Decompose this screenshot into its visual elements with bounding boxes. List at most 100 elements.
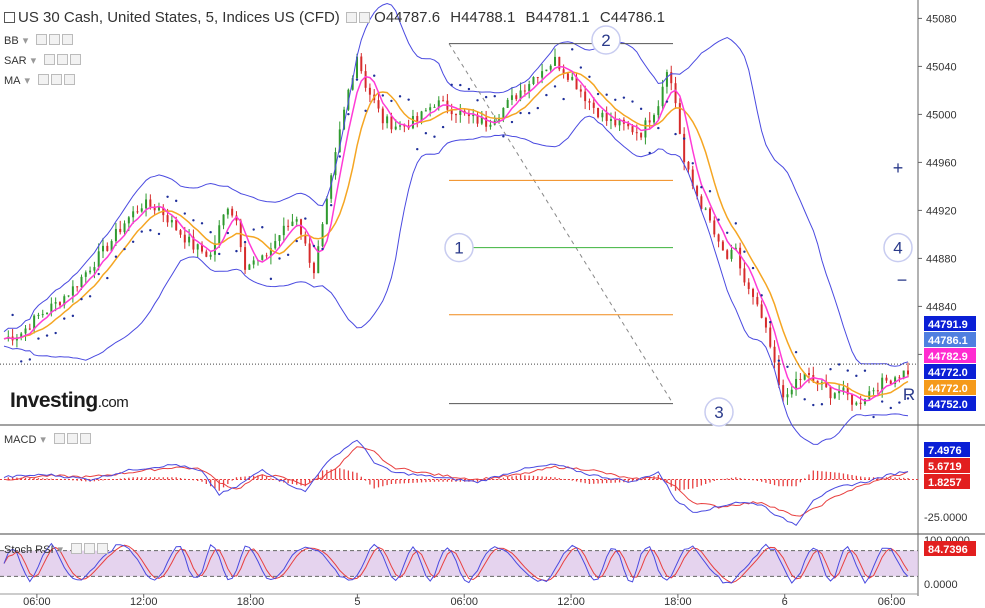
candle-body xyxy=(28,328,31,330)
candle-body xyxy=(605,112,608,121)
candle-body xyxy=(592,102,595,108)
candle-body xyxy=(782,385,785,398)
eye-icon[interactable] xyxy=(53,433,65,444)
candle-body xyxy=(726,250,729,259)
sar-dot xyxy=(596,92,600,96)
sar-dot xyxy=(200,222,204,225)
gear-icon[interactable] xyxy=(51,74,63,85)
candle-body xyxy=(360,56,363,72)
candle-body xyxy=(609,119,612,121)
candle-body xyxy=(411,116,414,129)
candle-body xyxy=(355,56,358,79)
sar-dot xyxy=(717,218,720,221)
gear-icon[interactable] xyxy=(358,12,370,23)
indicator-sar[interactable]: SAR ▾ xyxy=(4,54,82,67)
candle-body xyxy=(472,114,475,117)
candle-body xyxy=(54,302,57,304)
price-axis-label: 45000 xyxy=(926,109,957,121)
chevron-down-icon[interactable]: ▾ xyxy=(30,55,37,67)
candle-body xyxy=(149,199,152,207)
sar-dot xyxy=(459,83,462,87)
candle-body xyxy=(132,211,135,218)
fib-point-marker[interactable] xyxy=(704,397,734,427)
candle-body xyxy=(252,260,255,265)
stoch-tag-label: 84.7396 xyxy=(928,544,968,556)
sar-dot xyxy=(476,99,479,102)
close-icon[interactable] xyxy=(70,54,82,65)
candle-body xyxy=(351,78,354,90)
candle-body xyxy=(119,228,122,233)
candle-body xyxy=(89,270,92,273)
fib-point-marker[interactable] xyxy=(591,25,621,55)
chevron-down-icon[interactable]: ▾ xyxy=(57,544,64,556)
time-axis-label: 06:00 xyxy=(878,596,906,608)
eye-icon[interactable] xyxy=(36,34,48,45)
eye-icon[interactable] xyxy=(38,74,50,85)
stoch-k-line xyxy=(3,542,909,584)
header-icon[interactable] xyxy=(4,12,15,23)
sar-dot xyxy=(734,222,738,225)
candle-body xyxy=(312,262,315,274)
price-axis-label: 44960 xyxy=(926,157,957,169)
candle-body xyxy=(80,276,83,288)
candle-body xyxy=(717,234,720,242)
close-icon[interactable] xyxy=(97,543,109,554)
candle-body xyxy=(93,267,96,271)
chevron-down-icon[interactable]: ▾ xyxy=(22,35,29,47)
gear-icon[interactable] xyxy=(57,54,69,65)
candle-body xyxy=(730,249,733,259)
fib-point-marker[interactable] xyxy=(444,232,474,263)
macd-tag-label: 1.8257 xyxy=(928,477,962,489)
indicator-ma-label: MA xyxy=(4,75,21,87)
fib-point-marker[interactable] xyxy=(883,232,913,263)
indicator-stoch-rsi[interactable]: Stoch RSI ▾ xyxy=(4,543,109,556)
close-icon[interactable] xyxy=(64,74,76,85)
sar-dot xyxy=(321,247,324,251)
candle-body xyxy=(528,84,531,92)
candle-body xyxy=(377,100,380,109)
indicator-bb[interactable]: BB ▾ xyxy=(4,34,74,47)
chevron-down-icon[interactable]: ▾ xyxy=(40,434,46,446)
macd-line xyxy=(3,439,909,526)
candle-body xyxy=(515,95,518,100)
sar-dot xyxy=(571,48,574,51)
eye-icon[interactable] xyxy=(71,543,83,554)
candle-body xyxy=(63,296,66,306)
candle-body xyxy=(50,303,53,313)
sar-dot xyxy=(286,253,290,257)
sar-dot xyxy=(28,358,32,361)
candle-body xyxy=(665,72,668,87)
sar-dot xyxy=(562,97,565,101)
price-tag xyxy=(924,380,976,395)
candle-body xyxy=(700,196,703,209)
gear-icon[interactable] xyxy=(84,543,96,554)
price-tag xyxy=(924,332,976,347)
sar-dot xyxy=(192,219,195,222)
eye-icon[interactable] xyxy=(44,54,56,65)
indicator-ma[interactable]: MA ▾ xyxy=(4,74,76,87)
macd-tag xyxy=(924,474,970,489)
candle-body xyxy=(442,100,445,102)
gear-icon[interactable] xyxy=(49,34,61,45)
gear-icon[interactable] xyxy=(66,433,78,444)
candle-body xyxy=(846,387,849,395)
candle-body xyxy=(295,219,298,222)
settings-icon[interactable] xyxy=(345,12,357,23)
candle-body xyxy=(541,71,544,78)
candle-body xyxy=(183,234,186,243)
fib-point-label: 4 xyxy=(893,239,902,258)
chevron-down-icon[interactable]: ▾ xyxy=(24,75,31,87)
close-icon[interactable] xyxy=(62,34,74,45)
candle-body xyxy=(842,387,845,391)
close-icon[interactable] xyxy=(79,433,91,444)
indicator-macd[interactable]: MACD ▾ xyxy=(4,433,91,446)
stoch-tag xyxy=(924,541,976,556)
candle-body xyxy=(330,175,333,199)
candle-body xyxy=(325,198,328,225)
candle-body xyxy=(734,247,737,250)
candle-body xyxy=(769,327,772,347)
candle-body xyxy=(881,377,884,392)
price-tag-label: 44786.1 xyxy=(928,335,968,347)
sar-dot xyxy=(751,266,755,270)
